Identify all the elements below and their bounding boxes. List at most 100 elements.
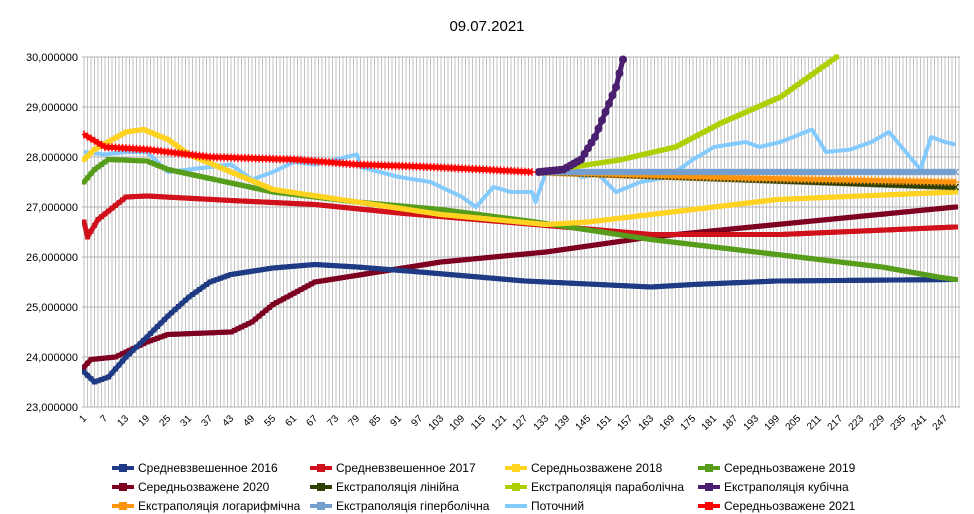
- data-point: [421, 209, 426, 215]
- data-point: [211, 197, 216, 203]
- data-point: [820, 217, 825, 223]
- data-point: [263, 307, 269, 313]
- legend-label: Середньозважене 2019: [724, 460, 856, 475]
- data-point: [428, 210, 433, 216]
- data-point: [358, 272, 363, 278]
- data-point: [676, 232, 682, 237]
- data-point: [473, 211, 479, 217]
- data-point: [442, 259, 447, 265]
- data-point: [605, 99, 613, 108]
- data-point: [473, 215, 479, 221]
- data-point: [137, 341, 143, 347]
- data-point: [914, 270, 920, 276]
- data-point: [844, 260, 850, 266]
- data-point: [298, 287, 304, 292]
- data-point: [883, 192, 888, 198]
- data-point: [757, 103, 762, 109]
- data-point: [935, 277, 941, 283]
- data-point: [788, 196, 794, 202]
- data-point: [697, 232, 703, 237]
- data-point: [533, 279, 538, 284]
- data-point: [834, 54, 839, 60]
- data-point: [82, 179, 87, 185]
- data-point: [218, 329, 223, 335]
- data-point: [792, 220, 797, 226]
- data-point: [547, 249, 552, 254]
- data-point: [501, 253, 507, 259]
- data-point: [403, 265, 409, 271]
- data-point: [85, 175, 90, 181]
- legend-swatch-icon: [698, 463, 720, 472]
- data-point: [190, 292, 195, 297]
- data-point: [638, 235, 643, 241]
- data-point: [144, 334, 150, 340]
- legend-item: Середньозважене 2020: [112, 478, 310, 495]
- data-point: [589, 281, 594, 287]
- data-point: [792, 254, 797, 260]
- data-point: [428, 261, 433, 267]
- data-point: [862, 277, 867, 283]
- x-tick-label: 151: [595, 413, 615, 433]
- data-point: [603, 230, 608, 236]
- x-tick-label: 97: [409, 413, 425, 429]
- x-tick-label: 43: [220, 413, 236, 429]
- data-point: [533, 221, 538, 226]
- data-point: [281, 296, 286, 302]
- data-point: [690, 207, 696, 212]
- data-point: [193, 173, 199, 178]
- data-point: [855, 193, 860, 199]
- x-tick-label: 157: [616, 413, 636, 433]
- data-point: [417, 212, 423, 218]
- data-point: [491, 254, 496, 260]
- data-point: [596, 229, 601, 235]
- data-point: [123, 354, 129, 360]
- data-point: [438, 259, 444, 265]
- data-point: [82, 219, 87, 225]
- data-point: [456, 272, 461, 278]
- data-point: [809, 195, 815, 201]
- data-point: [781, 231, 787, 237]
- data-point: [106, 355, 111, 361]
- data-point: [795, 82, 801, 87]
- data-point: [694, 232, 699, 237]
- data-point: [396, 205, 402, 211]
- data-point: [603, 159, 608, 165]
- data-point: [736, 232, 741, 237]
- data-point: [701, 205, 706, 211]
- data-point: [536, 221, 542, 227]
- data-point: [841, 259, 846, 265]
- data-point: [547, 279, 552, 285]
- x-tick-label: 25: [157, 413, 173, 429]
- data-point: [932, 277, 937, 283]
- legend-label: Екстраполяція гіперболічна: [336, 498, 490, 513]
- data-point: [414, 204, 419, 210]
- data-point: [858, 193, 864, 199]
- x-tick-label: 187: [721, 413, 741, 433]
- data-point: [295, 201, 300, 207]
- data-point: [802, 230, 808, 236]
- data-point: [571, 220, 577, 226]
- x-tick-label: 49: [241, 413, 257, 429]
- data-point: [123, 157, 129, 163]
- data-point: [179, 147, 185, 152]
- data-point: [295, 288, 300, 294]
- data-point: [414, 263, 419, 269]
- data-point: [116, 157, 122, 163]
- data-point: [480, 255, 486, 261]
- data-point: [746, 200, 752, 206]
- data-point: [592, 281, 598, 287]
- data-point: [225, 179, 230, 185]
- data-point: [431, 210, 437, 216]
- data-point: [767, 251, 773, 257]
- data-point: [778, 221, 783, 227]
- data-point: [652, 284, 657, 290]
- data-point: [200, 157, 206, 163]
- data-point: [134, 158, 139, 164]
- data-point: [890, 266, 895, 272]
- data-point: [92, 356, 97, 362]
- data-point: [204, 175, 209, 181]
- data-point: [337, 263, 342, 269]
- data-point: [820, 230, 825, 236]
- data-point: [375, 269, 381, 275]
- data-point: [680, 240, 685, 246]
